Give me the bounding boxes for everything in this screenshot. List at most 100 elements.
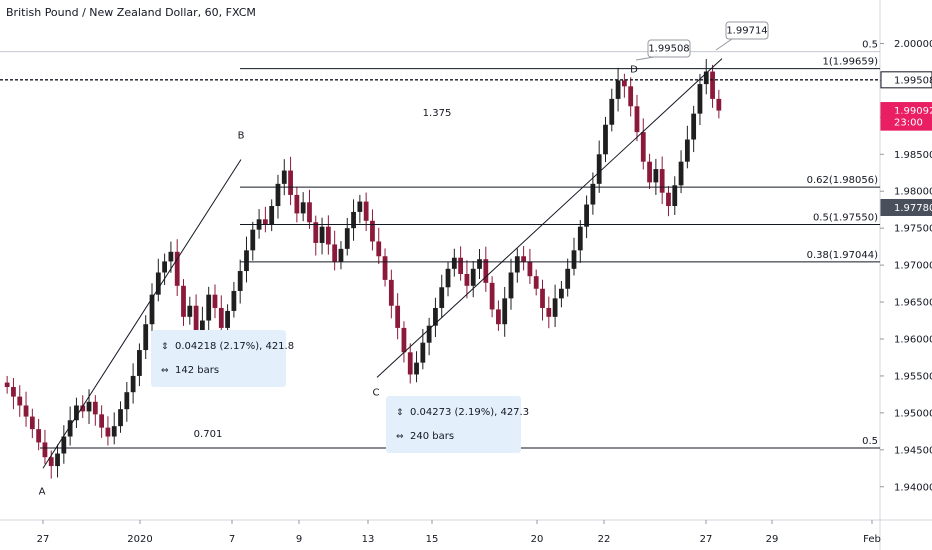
- price-range-icon: ⇕: [161, 342, 169, 352]
- candle-body: [684, 139, 690, 162]
- y-tick-label: 1.96000: [894, 334, 932, 345]
- candle-body: [200, 320, 205, 339]
- price-tag-text: 1.97780: [894, 203, 932, 214]
- candle-body: [678, 161, 684, 186]
- candle-body: [565, 268, 571, 289]
- candle-body: [174, 251, 180, 286]
- candle-body: [74, 405, 79, 421]
- candle-body: [426, 325, 432, 343]
- y-tick-label: 1.98500: [894, 150, 932, 161]
- candle-body: [61, 436, 67, 454]
- candle-body: [552, 298, 558, 317]
- x-tick-label: 7: [229, 534, 235, 545]
- candle-body: [288, 170, 293, 195]
- candle-body: [401, 327, 407, 353]
- candle-body: [86, 401, 92, 412]
- candle-body: [615, 80, 621, 99]
- price-tag-text: 1.99092: [894, 106, 932, 117]
- candle-body: [464, 273, 470, 286]
- candle-body: [250, 229, 256, 251]
- fib-level-label: 0.5: [862, 436, 878, 447]
- candle-body: [666, 192, 671, 207]
- candle-body: [395, 305, 401, 328]
- callout-text: 1.99508: [648, 44, 689, 55]
- candle-body: [703, 71, 709, 85]
- candle-body: [470, 268, 476, 286]
- candle-body: [363, 201, 369, 221]
- fib-level-label: 0.38(1.97044): [807, 250, 879, 261]
- candle-body: [300, 202, 306, 214]
- bar-range-icon: ⇔: [396, 432, 404, 442]
- candle-body: [496, 309, 501, 325]
- candle-body: [609, 98, 615, 125]
- measure-1-price-text: 0.04218 (2.17%), 421.8: [175, 341, 295, 352]
- y-tick-label: 1.97000: [894, 261, 932, 272]
- price-tag-text: 1.99508: [894, 75, 932, 86]
- candle-body: [80, 405, 86, 412]
- candle-body: [319, 226, 325, 243]
- candle-body: [407, 352, 413, 375]
- x-tick-label: 20: [531, 534, 544, 545]
- candle-body: [332, 244, 338, 262]
- x-tick-label: 13: [362, 534, 375, 545]
- candle-body: [130, 375, 136, 393]
- x-tick-label: 2020: [127, 534, 152, 545]
- trendline-ab: [42, 159, 242, 469]
- candle-body: [231, 290, 237, 311]
- candle-body: [281, 170, 287, 184]
- y-tick-label: 2.00000: [894, 39, 932, 50]
- candle-body: [433, 307, 438, 326]
- candle-body: [351, 211, 356, 229]
- x-tick-label: 15: [426, 534, 439, 545]
- candle-body: [716, 98, 722, 111]
- candle-body: [212, 294, 218, 308]
- candle-body: [527, 261, 533, 277]
- candle-body: [571, 250, 577, 269]
- x-tick-label: 27: [37, 534, 50, 545]
- candle-body: [621, 80, 627, 87]
- bar-range-icon: ⇔: [161, 366, 169, 376]
- candle-body: [4, 382, 10, 388]
- candle-body: [168, 251, 174, 262]
- candle-body: [603, 124, 608, 155]
- candle-body: [225, 310, 230, 328]
- x-tick-label: 9: [296, 534, 302, 545]
- candle-body: [137, 350, 142, 376]
- fib-level-label: 0.62(1.98056): [807, 175, 879, 186]
- candle-body: [710, 71, 715, 99]
- candle-body: [48, 457, 54, 467]
- candle-body: [275, 183, 281, 207]
- ratio-label: 1.375: [423, 108, 452, 119]
- measure-1-bars-text: 142 bars: [175, 365, 220, 376]
- candle-body: [697, 84, 703, 114]
- measure-box-1[interactable]: ⇕ 0.04218 (2.17%), 421.8 ⇔ 142 bars: [151, 330, 294, 387]
- x-tick-label: 22: [598, 534, 611, 545]
- y-tick-label: 1.95500: [894, 371, 932, 382]
- fib-level-label: 1(1.99659): [822, 57, 878, 68]
- candle-body: [420, 342, 426, 363]
- candle-body: [206, 294, 212, 321]
- point-label-c: C: [373, 387, 380, 398]
- y-tick-label: 1.96500: [894, 298, 932, 309]
- chart-title: British Pound / New Zealand Dollar, 60, …: [6, 6, 256, 19]
- candle-body: [244, 250, 249, 272]
- candle-body: [376, 241, 382, 257]
- candle-body: [17, 396, 23, 406]
- candle-body: [439, 287, 445, 308]
- price-callout: [647, 39, 691, 58]
- candle-body: [111, 426, 117, 437]
- price-range-icon: ⇕: [396, 408, 404, 418]
- candle-body: [357, 201, 363, 212]
- candle-body: [521, 256, 526, 262]
- candle-body: [502, 298, 508, 325]
- candle-body: [325, 226, 331, 245]
- measure-box-2[interactable]: ⇕ 0.04273 (2.19%), 427.3 ⇔ 240 bars: [386, 396, 529, 453]
- candle-body: [489, 282, 495, 310]
- candle-body: [647, 161, 652, 183]
- price-tag-text: 23:00: [894, 118, 923, 129]
- candle-body: [653, 169, 659, 183]
- y-tick-label: 1.94500: [894, 445, 932, 456]
- candle-body: [584, 204, 589, 227]
